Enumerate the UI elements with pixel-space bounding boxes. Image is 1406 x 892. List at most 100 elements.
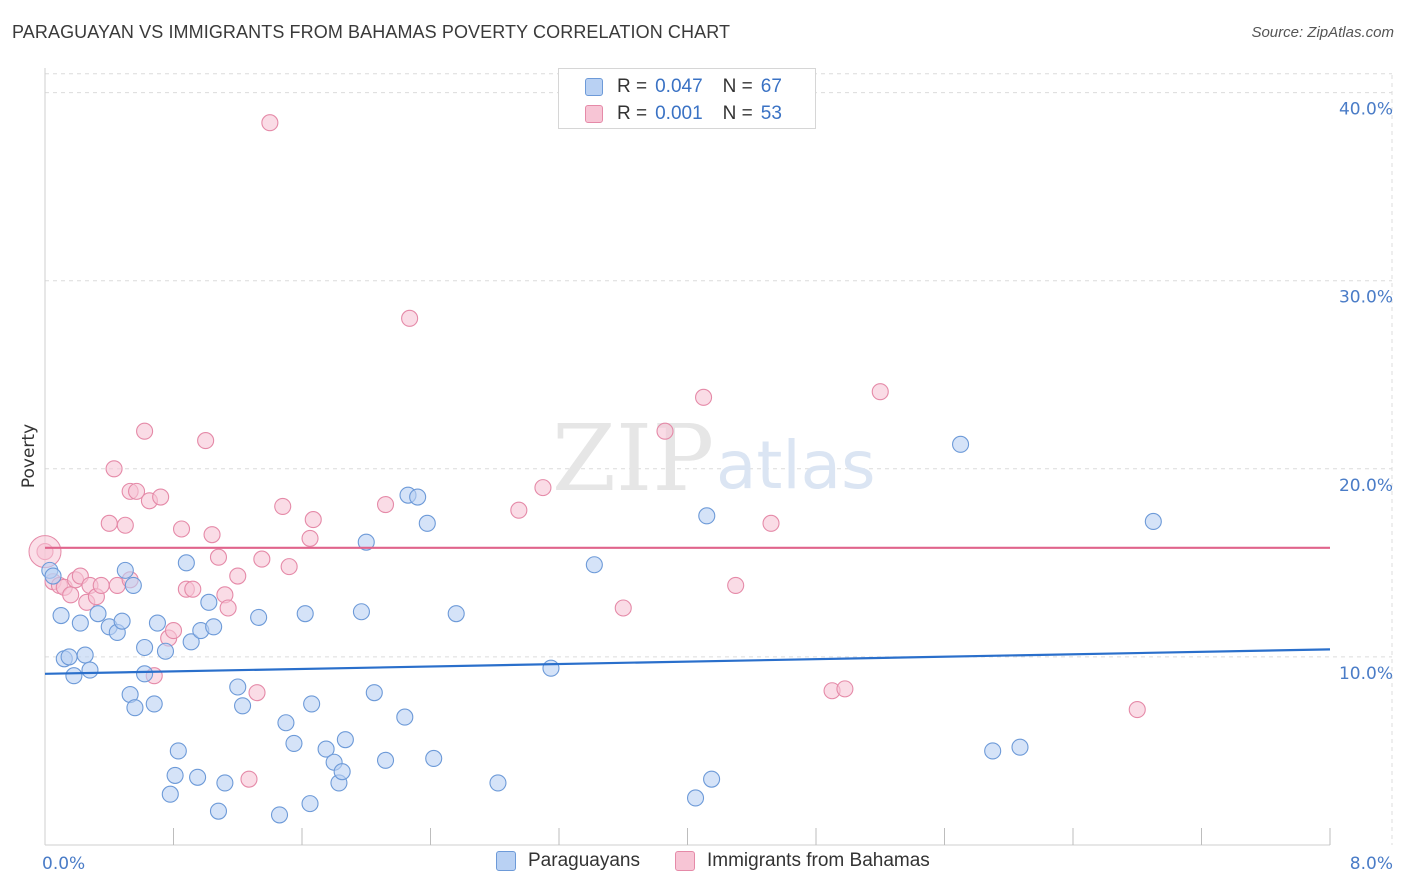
bahamas-point	[105, 460, 123, 478]
paraguayan-point	[418, 514, 436, 532]
bahamas-point	[209, 548, 228, 566]
paraguayan-point	[489, 774, 507, 792]
paraguayan-point	[542, 659, 560, 677]
paraguayan-point	[136, 638, 154, 657]
bahamas-point	[871, 383, 889, 401]
bahamas-point	[836, 680, 854, 698]
paraguayan-point	[136, 665, 154, 683]
paraguayan-point	[301, 795, 319, 813]
legend-swatch-pink	[675, 851, 695, 871]
watermark: ZIP atlas	[552, 405, 876, 512]
paraguayan-point	[113, 612, 131, 630]
paraguayan-point	[1011, 738, 1029, 756]
paraguayan-point	[177, 554, 195, 572]
paraguayan-point	[182, 633, 200, 651]
paraguayan-point	[44, 567, 62, 585]
paraguayan-point	[76, 646, 94, 664]
tick-labels: 10.0% 20.0% 30.0% 40.0% 0.0% 8.0%	[42, 100, 1393, 874]
bahamas-point	[229, 567, 247, 585]
bahamas-point	[304, 511, 322, 529]
bahamas-point	[116, 516, 134, 534]
legend-row-bahamas: R = 0.001 N = 53	[585, 102, 782, 126]
paraguayan-point	[357, 533, 375, 551]
series-bahamas-points	[28, 114, 1146, 788]
paraguayan-point	[81, 661, 99, 679]
bahamas-point	[534, 479, 552, 497]
paraguayan-point	[686, 789, 705, 807]
legend-r-value: 0.047	[655, 76, 703, 97]
correlation-legend: R = 0.047 N = 67 R = 0.001 N = 53	[558, 68, 816, 129]
paraguayan-point	[89, 605, 107, 623]
bahamas-point	[248, 684, 266, 702]
paraguayan-point	[71, 614, 89, 632]
axes	[44, 68, 1331, 846]
paraguayans-trend-line	[44, 648, 1331, 675]
paraguayan-point	[285, 734, 303, 752]
bahamas-point	[164, 622, 183, 640]
paraguayan-point	[169, 742, 187, 760]
y-tick-label: 20.0%	[1339, 476, 1393, 496]
bahamas-point	[695, 388, 713, 406]
paraguayan-point	[703, 770, 721, 788]
bahamas-point	[152, 488, 170, 506]
paraguayan-point	[229, 678, 247, 696]
paraguayan-point	[234, 697, 252, 715]
bahamas-point	[100, 514, 118, 532]
bahamas-point	[614, 599, 632, 617]
paraguayan-point	[1144, 512, 1162, 531]
paraguayan-point	[156, 642, 175, 660]
legend-n-label: N =	[722, 103, 753, 124]
legend-r-label: R =	[617, 76, 648, 97]
y-tick-label: 10.0%	[1339, 664, 1393, 684]
paraguayan-point	[205, 618, 223, 636]
paraguayan-point	[124, 576, 142, 594]
y-tick-label: 40.0%	[1339, 100, 1393, 120]
legend-r-value: 0.001	[655, 103, 703, 124]
paraguayan-point	[126, 699, 144, 717]
paraguayan-point	[250, 608, 268, 626]
series-paraguayans-points	[41, 435, 1162, 824]
bahamas-point	[280, 558, 298, 576]
paraguayan-point	[376, 751, 395, 769]
trend-lines	[44, 546, 1331, 675]
paraguayan-point	[161, 785, 179, 803]
bahamas-point	[1128, 701, 1146, 719]
watermark-atlas-text: atlas	[716, 427, 876, 504]
paraguayan-point	[952, 435, 970, 453]
bahamas-point	[219, 599, 237, 617]
paraguayan-point	[296, 605, 314, 623]
bahamas-point	[197, 432, 215, 450]
paraguayan-point	[984, 742, 1002, 760]
gridlines	[45, 73, 1393, 845]
bahamas-point	[203, 526, 221, 544]
legend-n-value: 53	[760, 103, 782, 124]
paraguayan-point	[585, 556, 603, 574]
paraguayan-point	[409, 488, 427, 506]
legend-n-label: N =	[722, 76, 753, 97]
paraguayan-point	[60, 648, 78, 666]
bahamas-point	[510, 501, 528, 519]
paraguayan-point	[396, 708, 414, 726]
paraguayan-point	[425, 749, 443, 768]
bahamas-point	[727, 576, 745, 594]
watermark-zip-text: ZIP	[552, 405, 714, 512]
paraguayan-point	[447, 605, 465, 623]
paraguayan-point	[336, 731, 354, 749]
series-legend: Paraguayans Immigrants from Bahamas	[0, 850, 1406, 878]
chart-title: PARAGUAYAN VS IMMIGRANTS FROM BAHAMAS PO…	[12, 22, 731, 42]
paraguayan-point	[145, 695, 163, 713]
paraguayan-point	[317, 740, 335, 758]
paraguayan-point	[698, 507, 716, 525]
bahamas-point	[128, 482, 146, 500]
bahamas-point	[184, 580, 202, 598]
source-credit: Source: ZipAtlas.com	[1251, 24, 1394, 41]
legend-swatch-pink	[585, 105, 603, 123]
legend-n-value: 67	[760, 76, 782, 97]
paraguayan-point	[166, 766, 184, 784]
paraguayan-point	[365, 684, 383, 702]
paraguayan-point	[209, 802, 228, 820]
bahamas-point	[376, 495, 395, 514]
paraguayan-point	[270, 806, 289, 824]
legend-item-bahamas: Immigrants from Bahamas	[675, 850, 930, 872]
